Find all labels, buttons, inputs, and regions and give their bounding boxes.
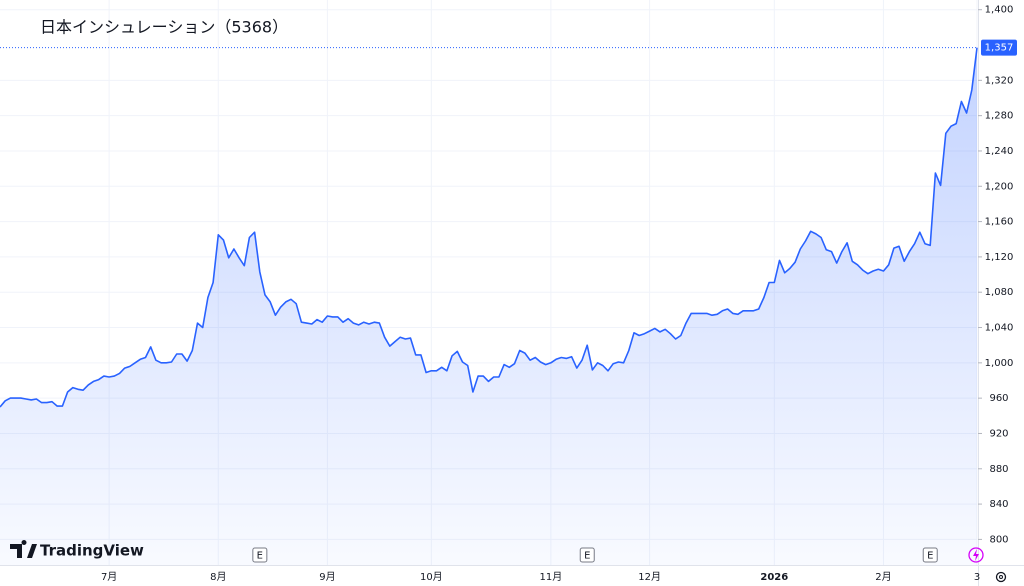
y-tick-label: 1,320 — [985, 75, 1014, 86]
event-label: E — [584, 551, 590, 562]
price-line — [0, 47, 978, 408]
lightning-icon[interactable] — [968, 547, 984, 563]
event-label: E — [927, 551, 933, 562]
x-tick-label: 9月 — [319, 571, 335, 583]
y-tick-label: 1,200 — [985, 181, 1014, 192]
y-tick-label: 1,160 — [985, 217, 1014, 228]
y-tick-label: 960 — [989, 393, 1008, 404]
gear[interactable] — [995, 571, 1007, 583]
logo-text: TradingView — [40, 542, 144, 560]
x-tick-label: 10月 — [420, 571, 443, 583]
x-tick-label: 3 — [974, 572, 980, 583]
area-fill — [0, 47, 977, 565]
y-tick-label: 840 — [989, 499, 1008, 510]
gear-center[interactable] — [999, 575, 1003, 579]
y-tick-label: 1,080 — [985, 287, 1014, 298]
chart-title: 日本インシュレーション（5368） — [40, 18, 288, 37]
y-tick-label: 920 — [989, 428, 1008, 439]
event-label: E — [257, 551, 263, 562]
y-tick-label: 1,120 — [985, 252, 1014, 263]
logo-icon — [10, 539, 37, 558]
y-tick-label: 1,040 — [985, 323, 1014, 334]
y-tick-label: 1,000 — [985, 358, 1014, 369]
y-tick-label: 1,400 — [985, 5, 1014, 16]
y-tick-label: 880 — [989, 464, 1008, 475]
x-tick-label: 8月 — [210, 571, 226, 583]
y-tick-label: 1,280 — [985, 111, 1014, 122]
x-tick-label: 2026 — [760, 572, 788, 583]
lightning-bolt[interactable] — [973, 549, 979, 561]
x-tick-label: 2月 — [875, 571, 891, 583]
event-marker — [922, 547, 938, 563]
event-marker — [252, 547, 268, 563]
logo: TradingView — [10, 539, 144, 560]
x-tick-label: 7月 — [101, 571, 117, 583]
y-tick-label: 800 — [989, 534, 1008, 545]
y-tick-label: 1,240 — [985, 146, 1014, 157]
last-price-label: 1,357 — [985, 43, 1014, 54]
x-tick-label: 11月 — [539, 571, 562, 583]
last-price-box — [981, 39, 1017, 56]
x-tick-label: 12月 — [638, 571, 661, 583]
lightning-ring[interactable] — [968, 547, 984, 563]
event-marker — [579, 547, 595, 563]
settings-icon[interactable] — [995, 571, 1007, 583]
